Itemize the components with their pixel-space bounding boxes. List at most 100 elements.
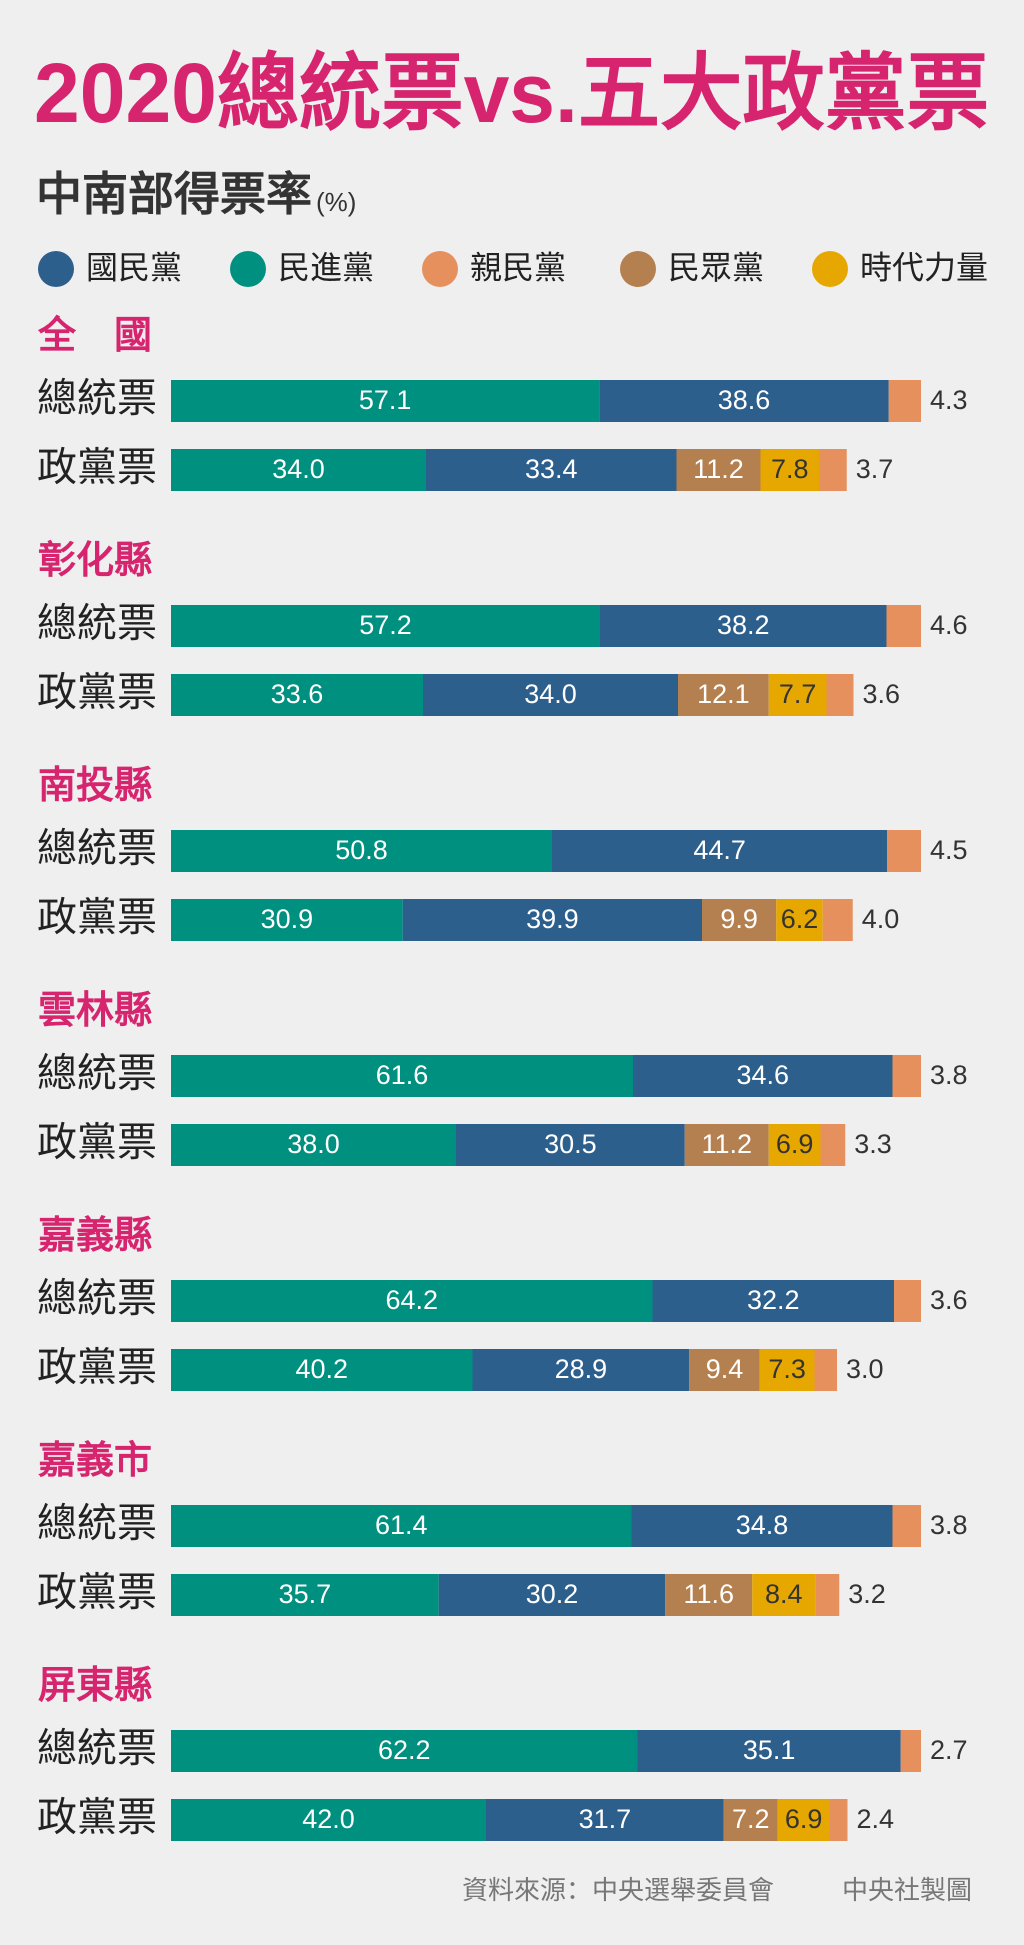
value-label: 35.7 xyxy=(279,1579,332,1609)
legend-swatch xyxy=(230,251,266,287)
group-label: 屏東縣 xyxy=(38,1665,152,1707)
bar-segment xyxy=(886,605,921,647)
bar-segment xyxy=(826,674,854,716)
value-label: 33.6 xyxy=(271,679,324,709)
row-label: 總統票 xyxy=(37,1052,157,1096)
value-label: 12.1 xyxy=(697,679,750,709)
group-label: 雲林縣 xyxy=(38,990,152,1032)
value-label: 31.7 xyxy=(579,1804,632,1834)
value-label: 11.2 xyxy=(693,454,744,484)
group-label: 嘉義市 xyxy=(38,1440,152,1482)
bar-segment xyxy=(665,1574,753,1616)
value-label: 3.7 xyxy=(856,454,894,484)
bar-segment xyxy=(633,1055,893,1097)
row-label: 總統票 xyxy=(37,1277,157,1321)
bar-segment xyxy=(426,449,677,491)
bar-segment xyxy=(892,1055,921,1097)
value-label: 40.2 xyxy=(295,1354,348,1384)
bar-segment xyxy=(723,1799,778,1841)
value-label: 57.1 xyxy=(359,385,412,415)
bar-segment xyxy=(637,1730,901,1772)
bar-segment xyxy=(776,899,823,941)
bar-segment xyxy=(702,899,777,941)
group-label: 嘉義縣 xyxy=(38,1215,152,1257)
bar-segment xyxy=(402,899,702,941)
bar-segment xyxy=(777,1799,830,1841)
value-label: 6.2 xyxy=(781,904,819,934)
value-label: 9.4 xyxy=(706,1354,744,1384)
value-label: 42.0 xyxy=(302,1804,355,1834)
value-label: 3.8 xyxy=(930,1510,968,1540)
legend-label: 民進黨 xyxy=(278,249,374,285)
value-label: 39.9 xyxy=(526,904,579,934)
group-label: 彰化縣 xyxy=(38,540,152,582)
bar-segment xyxy=(815,1574,840,1616)
bar-segment xyxy=(676,449,761,491)
bar-segment xyxy=(892,1505,921,1547)
row-label: 政黨票 xyxy=(37,446,157,490)
row-label: 政黨票 xyxy=(37,1796,157,1840)
value-label: 3.2 xyxy=(848,1579,886,1609)
value-label: 44.7 xyxy=(693,835,746,865)
bar-segment xyxy=(768,674,827,716)
bar-segment xyxy=(684,1124,769,1166)
row-label: 總統票 xyxy=(37,602,157,646)
chart-subtitle: 中南部得票率 xyxy=(36,168,312,220)
value-label: 4.0 xyxy=(862,904,900,934)
bar-segment xyxy=(171,674,423,716)
group-label: 全 國 xyxy=(37,314,152,357)
chart-title: 2020總統票vs.五大政黨票 xyxy=(34,46,989,140)
value-label: 4.3 xyxy=(930,385,968,415)
bar-segment xyxy=(887,830,921,872)
value-label: 3.6 xyxy=(863,679,901,709)
value-label: 34.0 xyxy=(272,454,325,484)
source: 資料來源：中央選舉委員會 xyxy=(462,1875,774,1905)
value-label: 6.9 xyxy=(785,1804,823,1834)
bar-segment xyxy=(894,1280,921,1322)
value-label: 6.9 xyxy=(776,1129,814,1159)
row-label: 總統票 xyxy=(37,377,157,421)
bar-segment xyxy=(759,1349,815,1391)
bar-segment xyxy=(819,449,847,491)
bar-segment xyxy=(171,449,426,491)
value-label: 34.0 xyxy=(524,679,577,709)
value-label: 57.2 xyxy=(359,610,412,640)
bar-segment xyxy=(814,1349,837,1391)
bar-segment xyxy=(631,1505,893,1547)
value-label: 7.8 xyxy=(771,454,809,484)
bar-segment xyxy=(456,1124,685,1166)
bar-segment xyxy=(768,1124,821,1166)
value-label: 11.2 xyxy=(701,1129,752,1159)
group-label: 南投縣 xyxy=(38,765,152,807)
bar-segment xyxy=(472,1349,690,1391)
value-label: 64.2 xyxy=(385,1285,438,1315)
row-label: 政黨票 xyxy=(37,671,157,715)
value-label: 38.6 xyxy=(718,385,771,415)
value-label: 2.7 xyxy=(930,1735,968,1765)
bar-segment xyxy=(888,380,921,422)
value-label: 34.6 xyxy=(736,1060,789,1090)
legend-swatch xyxy=(38,251,74,287)
value-label: 3.8 xyxy=(930,1060,968,1090)
bar-segment xyxy=(171,1730,638,1772)
bar-segment xyxy=(171,380,600,422)
bar-segment xyxy=(486,1799,724,1841)
row-label: 總統票 xyxy=(37,1502,157,1546)
bar-segment xyxy=(438,1574,666,1616)
value-label: 7.2 xyxy=(732,1804,770,1834)
bar-segment xyxy=(171,1349,473,1391)
value-label: 11.6 xyxy=(683,1579,734,1609)
bar-segment xyxy=(171,1799,486,1841)
value-label: 32.2 xyxy=(747,1285,800,1315)
value-label: 3.6 xyxy=(930,1285,968,1315)
bar-segment xyxy=(599,380,889,422)
value-label: 8.4 xyxy=(765,1579,803,1609)
bar-segment xyxy=(760,449,819,491)
value-label: 62.2 xyxy=(378,1735,431,1765)
value-label: 30.9 xyxy=(261,904,314,934)
bar-segment xyxy=(171,1124,456,1166)
bar-segment xyxy=(171,605,600,647)
value-label: 30.2 xyxy=(526,1579,579,1609)
